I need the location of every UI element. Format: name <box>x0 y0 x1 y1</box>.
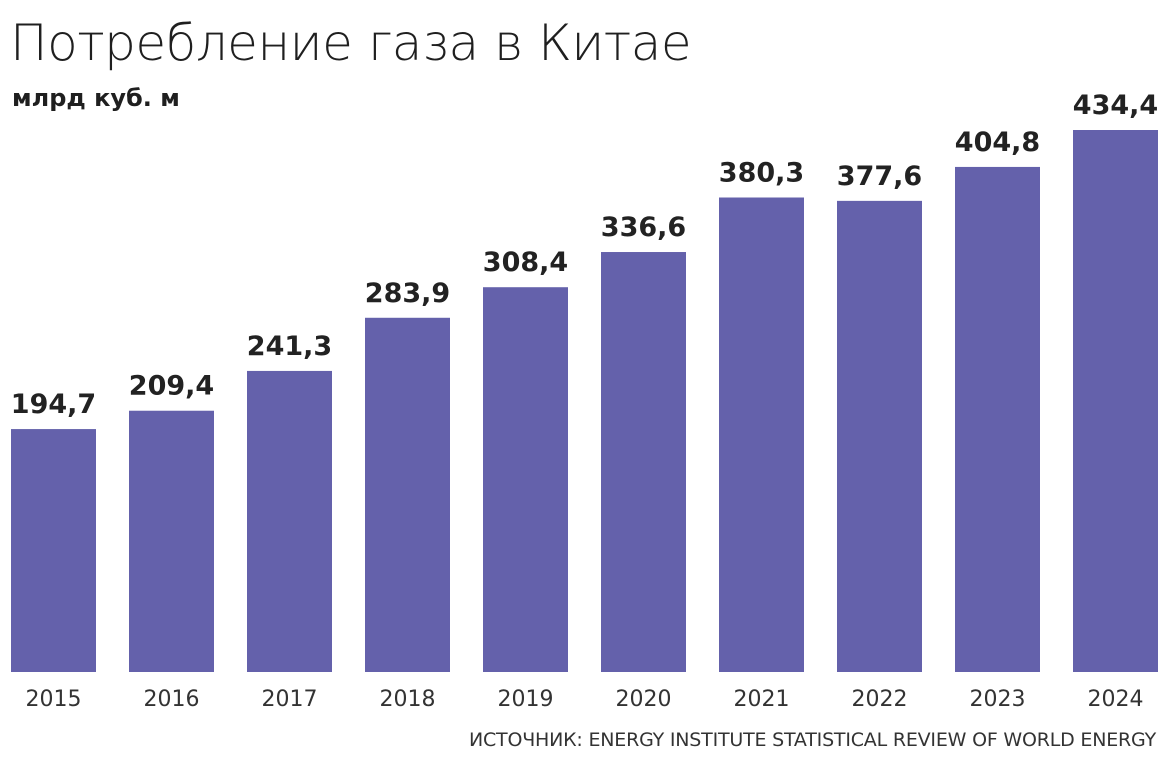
x-tick-2017: 2017 <box>262 687 318 712</box>
bar-2021 <box>719 197 804 672</box>
x-tick-2022: 2022 <box>852 687 908 712</box>
bar-2020 <box>601 252 686 673</box>
data-label-2020: 336,6 <box>601 212 686 243</box>
x-tick-2020: 2020 <box>616 687 672 712</box>
source-note: ИСТОЧНИК: ENERGY INSTITUTE STATISTICAL R… <box>468 729 1156 751</box>
x-tick-2024: 2024 <box>1088 687 1144 712</box>
x-tick-2016: 2016 <box>144 687 200 712</box>
bar-2016 <box>129 410 214 672</box>
chart-subtitle: млрд куб. м <box>12 84 180 112</box>
data-label-2021: 380,3 <box>719 158 804 189</box>
bar-2015 <box>11 429 96 672</box>
bar-2019 <box>483 287 568 672</box>
bar-2022 <box>837 200 922 672</box>
data-label-2019: 308,4 <box>483 247 568 278</box>
bar-2017 <box>247 370 332 672</box>
data-label-2023: 404,8 <box>955 127 1040 158</box>
bar-2018 <box>365 317 450 672</box>
chart-title: Потребление газа в Китае <box>10 14 692 72</box>
data-label-2017: 241,3 <box>247 331 332 362</box>
data-label-2018: 283,9 <box>365 278 450 309</box>
bar-2023 <box>955 166 1040 672</box>
data-label-2015: 194,7 <box>11 389 96 420</box>
x-tick-2021: 2021 <box>734 687 790 712</box>
x-tick-2023: 2023 <box>970 687 1026 712</box>
data-label-2024: 434,4 <box>1073 90 1158 121</box>
data-label-2022: 377,6 <box>837 161 922 192</box>
x-tick-2018: 2018 <box>380 687 436 712</box>
data-label-2016: 209,4 <box>129 371 214 402</box>
bar-2024 <box>1073 130 1158 672</box>
x-tick-2019: 2019 <box>498 687 554 712</box>
x-tick-2015: 2015 <box>26 687 82 712</box>
